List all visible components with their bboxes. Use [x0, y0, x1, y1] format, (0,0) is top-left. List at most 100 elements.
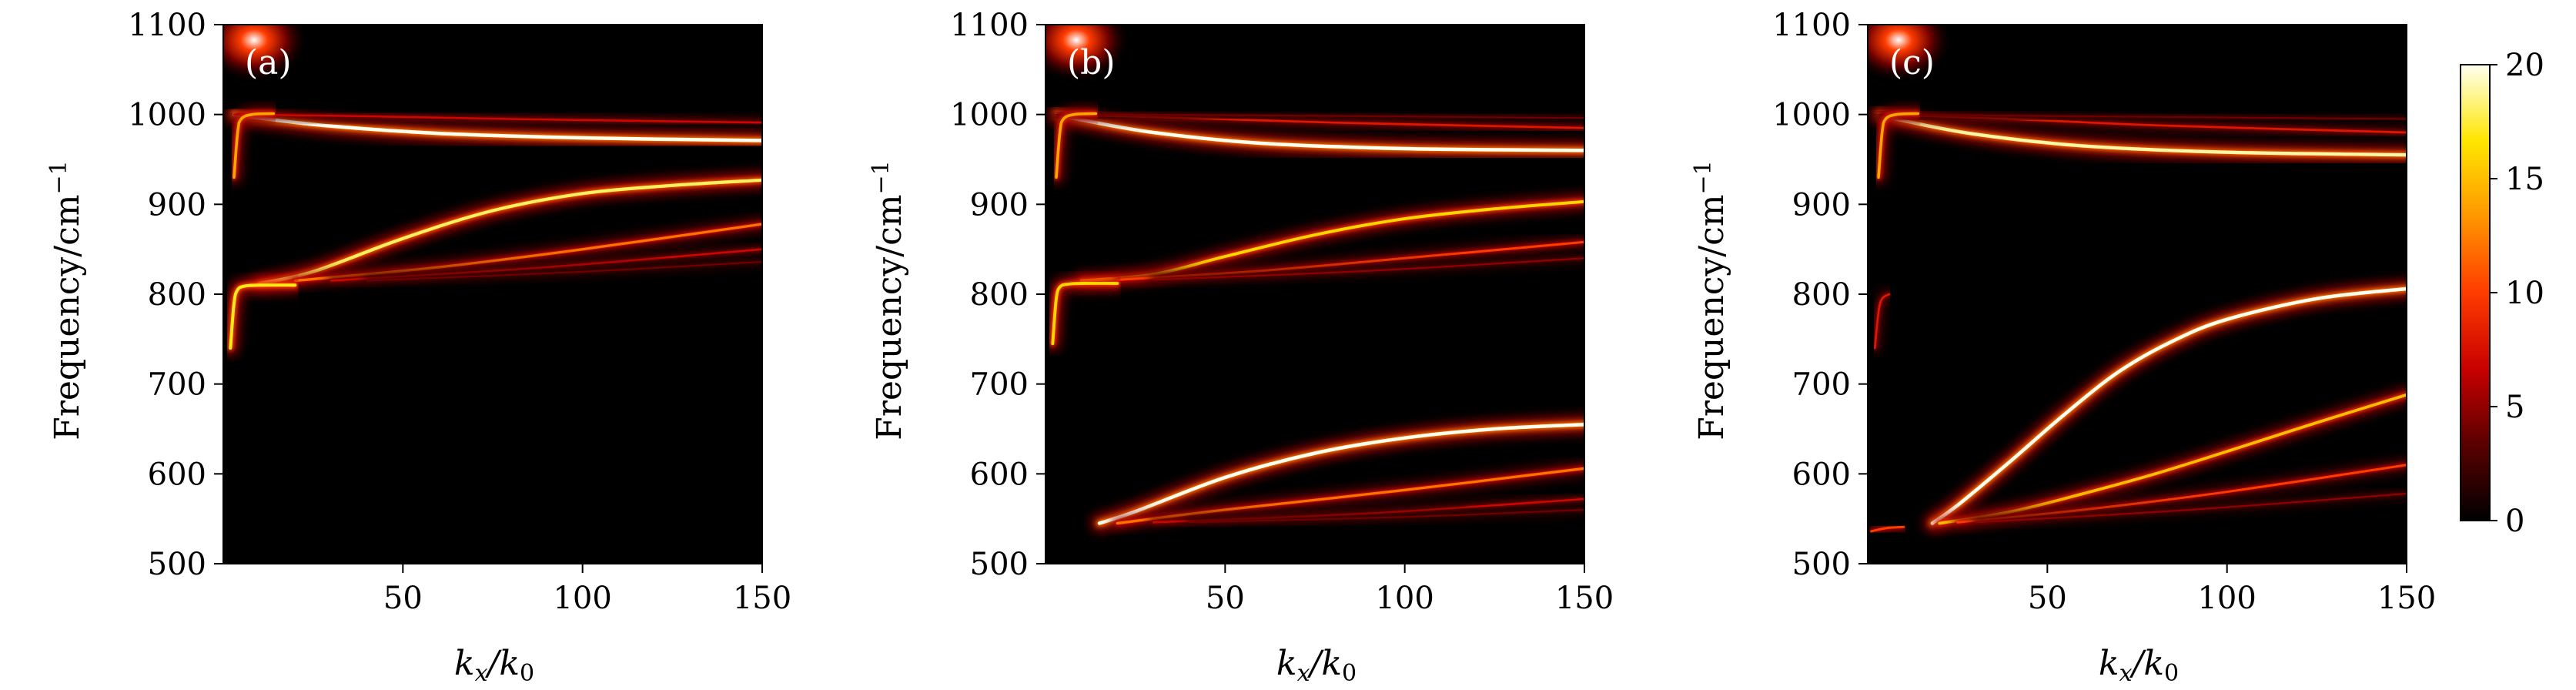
panel-c-xlabel: kx/k0: [2099, 644, 2179, 687]
branch-core: [1873, 293, 1891, 350]
colorbar-tick-label: 5: [2505, 390, 2524, 425]
branch-6: [1091, 416, 1584, 532]
branch-core: [257, 178, 762, 286]
colorbar-tick-label: 20: [2505, 48, 2544, 83]
panel-b-ylabel: Frequency/cm−1: [868, 160, 909, 440]
ytick-label: 1100: [128, 8, 206, 43]
branch-core: [1055, 112, 1098, 179]
branch-7: [226, 106, 281, 185]
branch-8: [1868, 288, 1895, 354]
branch-1: [228, 109, 762, 129]
ytick-label: 700: [1792, 367, 1851, 403]
heatmap-branches: [1045, 25, 1584, 532]
branch-3: [1924, 280, 2407, 532]
colorbar-gradient: [2460, 64, 2491, 521]
panel-b-xlabel: kx/k0: [1276, 644, 1357, 687]
corner-glow: [223, 25, 308, 82]
ytick-label: 500: [970, 547, 1029, 582]
xtick-label: 150: [2377, 581, 2436, 616]
branch-core: [229, 283, 297, 350]
panel-c-ylabel: Frequency/cm−1: [1690, 160, 1731, 440]
branch-core: [1877, 113, 2407, 120]
heatmap-branches: [1868, 25, 2407, 538]
branch-11: [1049, 106, 1103, 185]
colorbar-ticks: 0 5 10 15 20: [2490, 48, 2544, 539]
ytick-label: 800: [148, 277, 206, 313]
ytick-label: 1000: [128, 98, 206, 133]
ytick-label: 900: [1792, 187, 1851, 223]
ytick-label: 1100: [950, 8, 1029, 43]
colorbar-tick-label: 10: [2505, 276, 2544, 311]
branch-5: [362, 256, 762, 286]
ytick-label: 600: [970, 457, 1029, 492]
branch-10: [1045, 276, 1126, 351]
panel-b-tag: (b): [1067, 43, 1116, 82]
ytick-label: 800: [970, 277, 1029, 313]
branch-core: [233, 113, 762, 124]
branch-6: [223, 277, 303, 357]
branch-9: [1871, 106, 1925, 185]
ytick-label: 600: [148, 457, 206, 492]
xtick-label: 50: [1206, 581, 1245, 616]
ytick-label: 900: [970, 187, 1029, 223]
panel-c: (c) 500 600 700 800 900 1000 1100 50 100 150 kx/…: [1690, 8, 2436, 687]
ytick-label: 700: [970, 367, 1029, 403]
branch-0: [1870, 106, 2407, 163]
ytick-label: 900: [148, 187, 206, 223]
branch-9: [1184, 504, 1584, 528]
branch-6: [1970, 488, 2407, 528]
panel-a-plot: [222, 24, 763, 564]
branch-core: [366, 260, 762, 282]
ytick-label: 800: [1792, 277, 1851, 313]
branch-core: [233, 112, 276, 179]
colorbar: 0 5 10 15 20: [2460, 48, 2544, 539]
ytick-label: 1000: [1772, 98, 1851, 133]
branch-7: [1868, 521, 1910, 538]
colorbar-tick-label: 0: [2505, 504, 2524, 539]
corner-glow: [1868, 25, 1952, 82]
ytick-label: 600: [1792, 457, 1851, 492]
panel-a-xlabel: kx/k0: [454, 644, 534, 687]
panel-b: (b) 500 600 700 800 900 1000 1100 50 100 150 kx/…: [868, 8, 1614, 687]
branch-2: [1051, 109, 1584, 123]
ytick-label: 700: [148, 367, 206, 403]
branch-core: [1097, 422, 1584, 525]
branch-core: [1188, 508, 1584, 524]
panel-a-xtick-labels: 50 100 150: [383, 564, 791, 616]
panel-a-ylabel: Frequency/cm−1: [45, 160, 87, 440]
branch-core: [1876, 112, 2407, 157]
branch-core: [1930, 286, 2407, 525]
panel-b-plot: [1045, 24, 1585, 564]
panel-c-ytick-labels: 500 600 700 800 900 1000 1100: [1772, 8, 1868, 582]
branch-core: [1870, 525, 1905, 533]
ytick-label: 1000: [950, 98, 1029, 133]
branch-core: [1974, 492, 2407, 524]
xtick-label: 150: [733, 581, 791, 616]
panel-b-ytick-labels: 500 600 700 800 900 1000 1100: [950, 8, 1045, 582]
xtick-label: 100: [1375, 581, 1434, 616]
panel-c-xtick-labels: 50 100 150: [2028, 564, 2436, 616]
branch-2: [1873, 109, 2407, 124]
panel-c-plot: [1867, 24, 2407, 564]
colorbar-tick-label: 15: [2505, 162, 2544, 197]
xtick-label: 100: [2197, 581, 2256, 616]
ytick-label: 1100: [1772, 8, 1851, 43]
panel-a-ytick-labels: 500 600 700 800 900 1000 1100: [128, 8, 223, 582]
xtick-label: 100: [553, 581, 611, 616]
branch-2: [251, 172, 762, 292]
xtick-label: 50: [383, 581, 423, 616]
branch-5: [1148, 253, 1584, 285]
ytick-label: 500: [148, 547, 206, 582]
corner-glow: [1045, 25, 1130, 82]
panel-b-xtick-labels: 50 100 150: [1206, 564, 1614, 616]
panel-a-tag: (a): [245, 43, 292, 82]
xtick-label: 150: [1555, 581, 1614, 616]
branch-core: [1152, 257, 1584, 281]
xtick-label: 50: [2028, 581, 2067, 616]
ytick-label: 500: [1792, 547, 1851, 582]
branch-core: [1877, 112, 1920, 179]
panel-a: (a) 500 600 700 800 900 1000 1100 50 100 150 kx/…: [45, 8, 791, 687]
branch-core: [1055, 113, 1584, 119]
panel-c-tag: (c): [1889, 43, 1935, 82]
